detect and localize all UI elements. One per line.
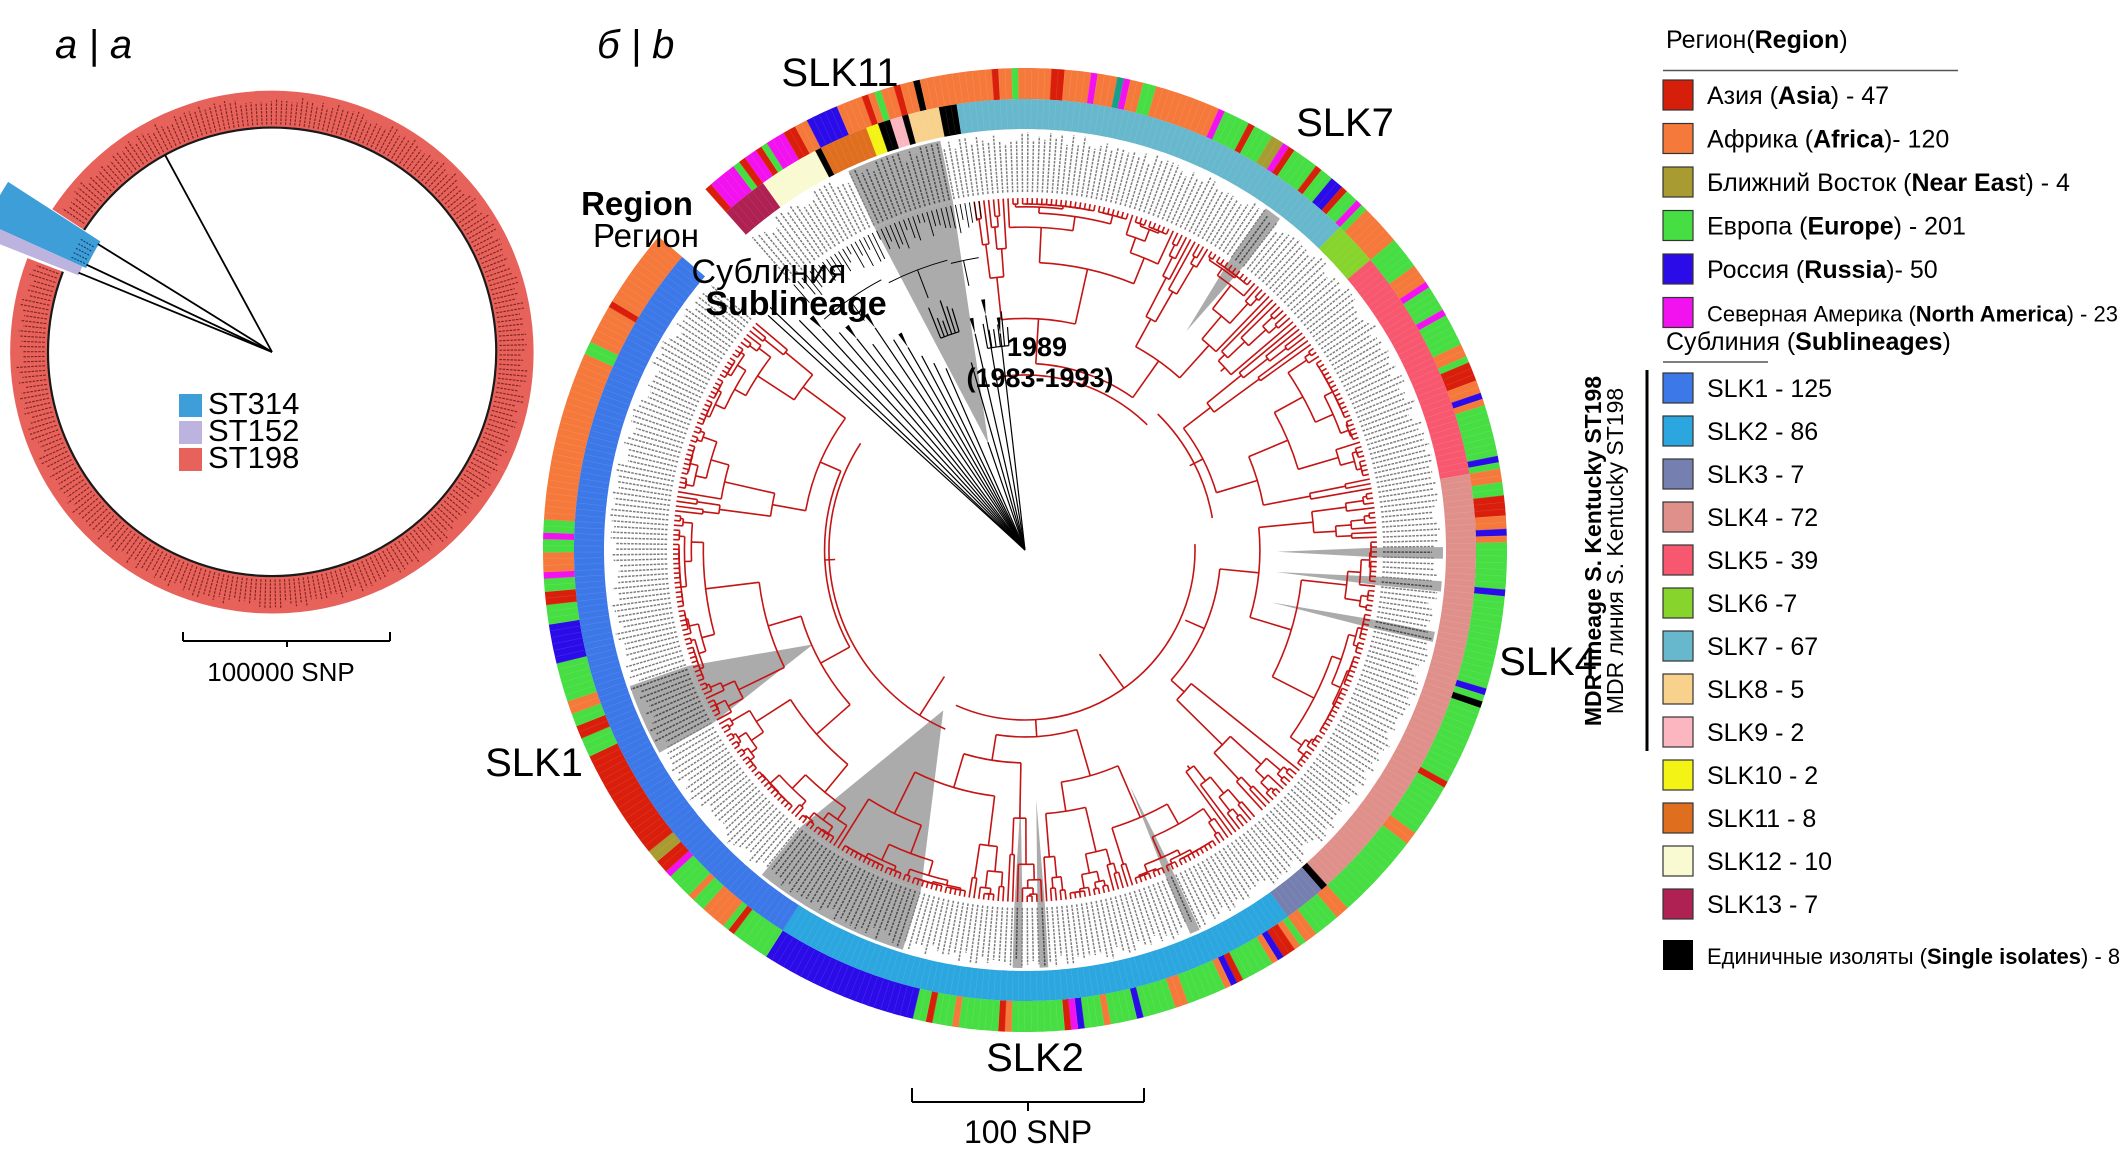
svg-text:Россия (Russia)- 50: Россия (Russia)- 50 (1707, 256, 1938, 284)
svg-text:SLK13 - 7: SLK13 - 7 (1707, 891, 1818, 919)
svg-text:SLK4 - 72: SLK4 - 72 (1707, 504, 1818, 532)
svg-text:SLK7: SLK7 (1296, 101, 1394, 145)
svg-text:ST152: ST152 (208, 413, 299, 448)
svg-text:(1983-1993): (1983-1993) (966, 363, 1113, 393)
svg-text:MDR lineage S. Kentucky ST198: MDR lineage S. Kentucky ST198 (1580, 376, 1606, 726)
svg-text:ST198: ST198 (208, 440, 299, 475)
svg-text:Ближний Восток (Near East) - 4: Ближний Восток (Near East) - 4 (1707, 169, 2070, 197)
svg-text:SLK10 - 2: SLK10 - 2 (1707, 762, 1818, 790)
svg-text:100 SNP: 100 SNP (964, 1114, 1092, 1150)
svg-text:1989: 1989 (1007, 332, 1067, 362)
svg-text:SLK12 - 10: SLK12 - 10 (1707, 848, 1832, 876)
svg-text:SLK3 - 7: SLK3 - 7 (1707, 461, 1804, 489)
svg-text:SLK4: SLK4 (1499, 640, 1597, 684)
svg-text:Регион: Регион (593, 217, 699, 254)
svg-text:SLK11 - 8: SLK11 - 8 (1707, 805, 1816, 833)
svg-text:100000 SNP: 100000 SNP (207, 657, 354, 687)
svg-text:Азия (Asia) - 47: Азия (Asia) - 47 (1707, 82, 1889, 110)
svg-text:SLK2: SLK2 (986, 1036, 1084, 1080)
svg-text:Северная Америка (North Americ: Северная Америка (North America) - 23 (1707, 302, 2118, 327)
svg-text:SLK1 - 125: SLK1 - 125 (1707, 375, 1832, 403)
svg-text:MDR линия S. Kentucky ST198: MDR линия S. Kentucky ST198 (1602, 388, 1628, 714)
svg-text:ST314: ST314 (208, 386, 299, 421)
svg-text:SLK1: SLK1 (485, 741, 583, 785)
svg-text:Сублиния: Сублиния (692, 253, 847, 291)
svg-text:Region: Region (581, 185, 693, 222)
svg-text:Африка (Africa)- 120: Африка (Africa)- 120 (1707, 126, 1949, 154)
svg-text:SLK9 - 2: SLK9 - 2 (1707, 719, 1804, 747)
svg-text:SLK7 - 67: SLK7 - 67 (1707, 633, 1818, 661)
svg-text:Европа (Europe) - 201: Европа (Europe) - 201 (1707, 213, 1966, 241)
svg-text:SLK5 - 39: SLK5 - 39 (1707, 547, 1818, 575)
svg-text:SLK6 -7: SLK6 -7 (1707, 590, 1797, 618)
svg-text:Единичные изоляты (Single isol: Единичные изоляты (Single isolates) - 8 (1707, 944, 2120, 969)
svg-text:Sublineage: Sublineage (705, 285, 886, 323)
svg-text:SLK2 - 86: SLK2 - 86 (1707, 418, 1818, 446)
svg-text:б | b: б | b (597, 23, 674, 67)
svg-text:SLK11: SLK11 (781, 51, 898, 95)
svg-text:Регион(Region): Регион(Region) (1666, 26, 1848, 54)
svg-text:Сублиния (Sublineages): Сублиния (Sublineages) (1666, 328, 1951, 356)
svg-text:SLK8 - 5: SLK8 - 5 (1707, 676, 1804, 704)
svg-text:a | a: a | a (55, 23, 132, 67)
